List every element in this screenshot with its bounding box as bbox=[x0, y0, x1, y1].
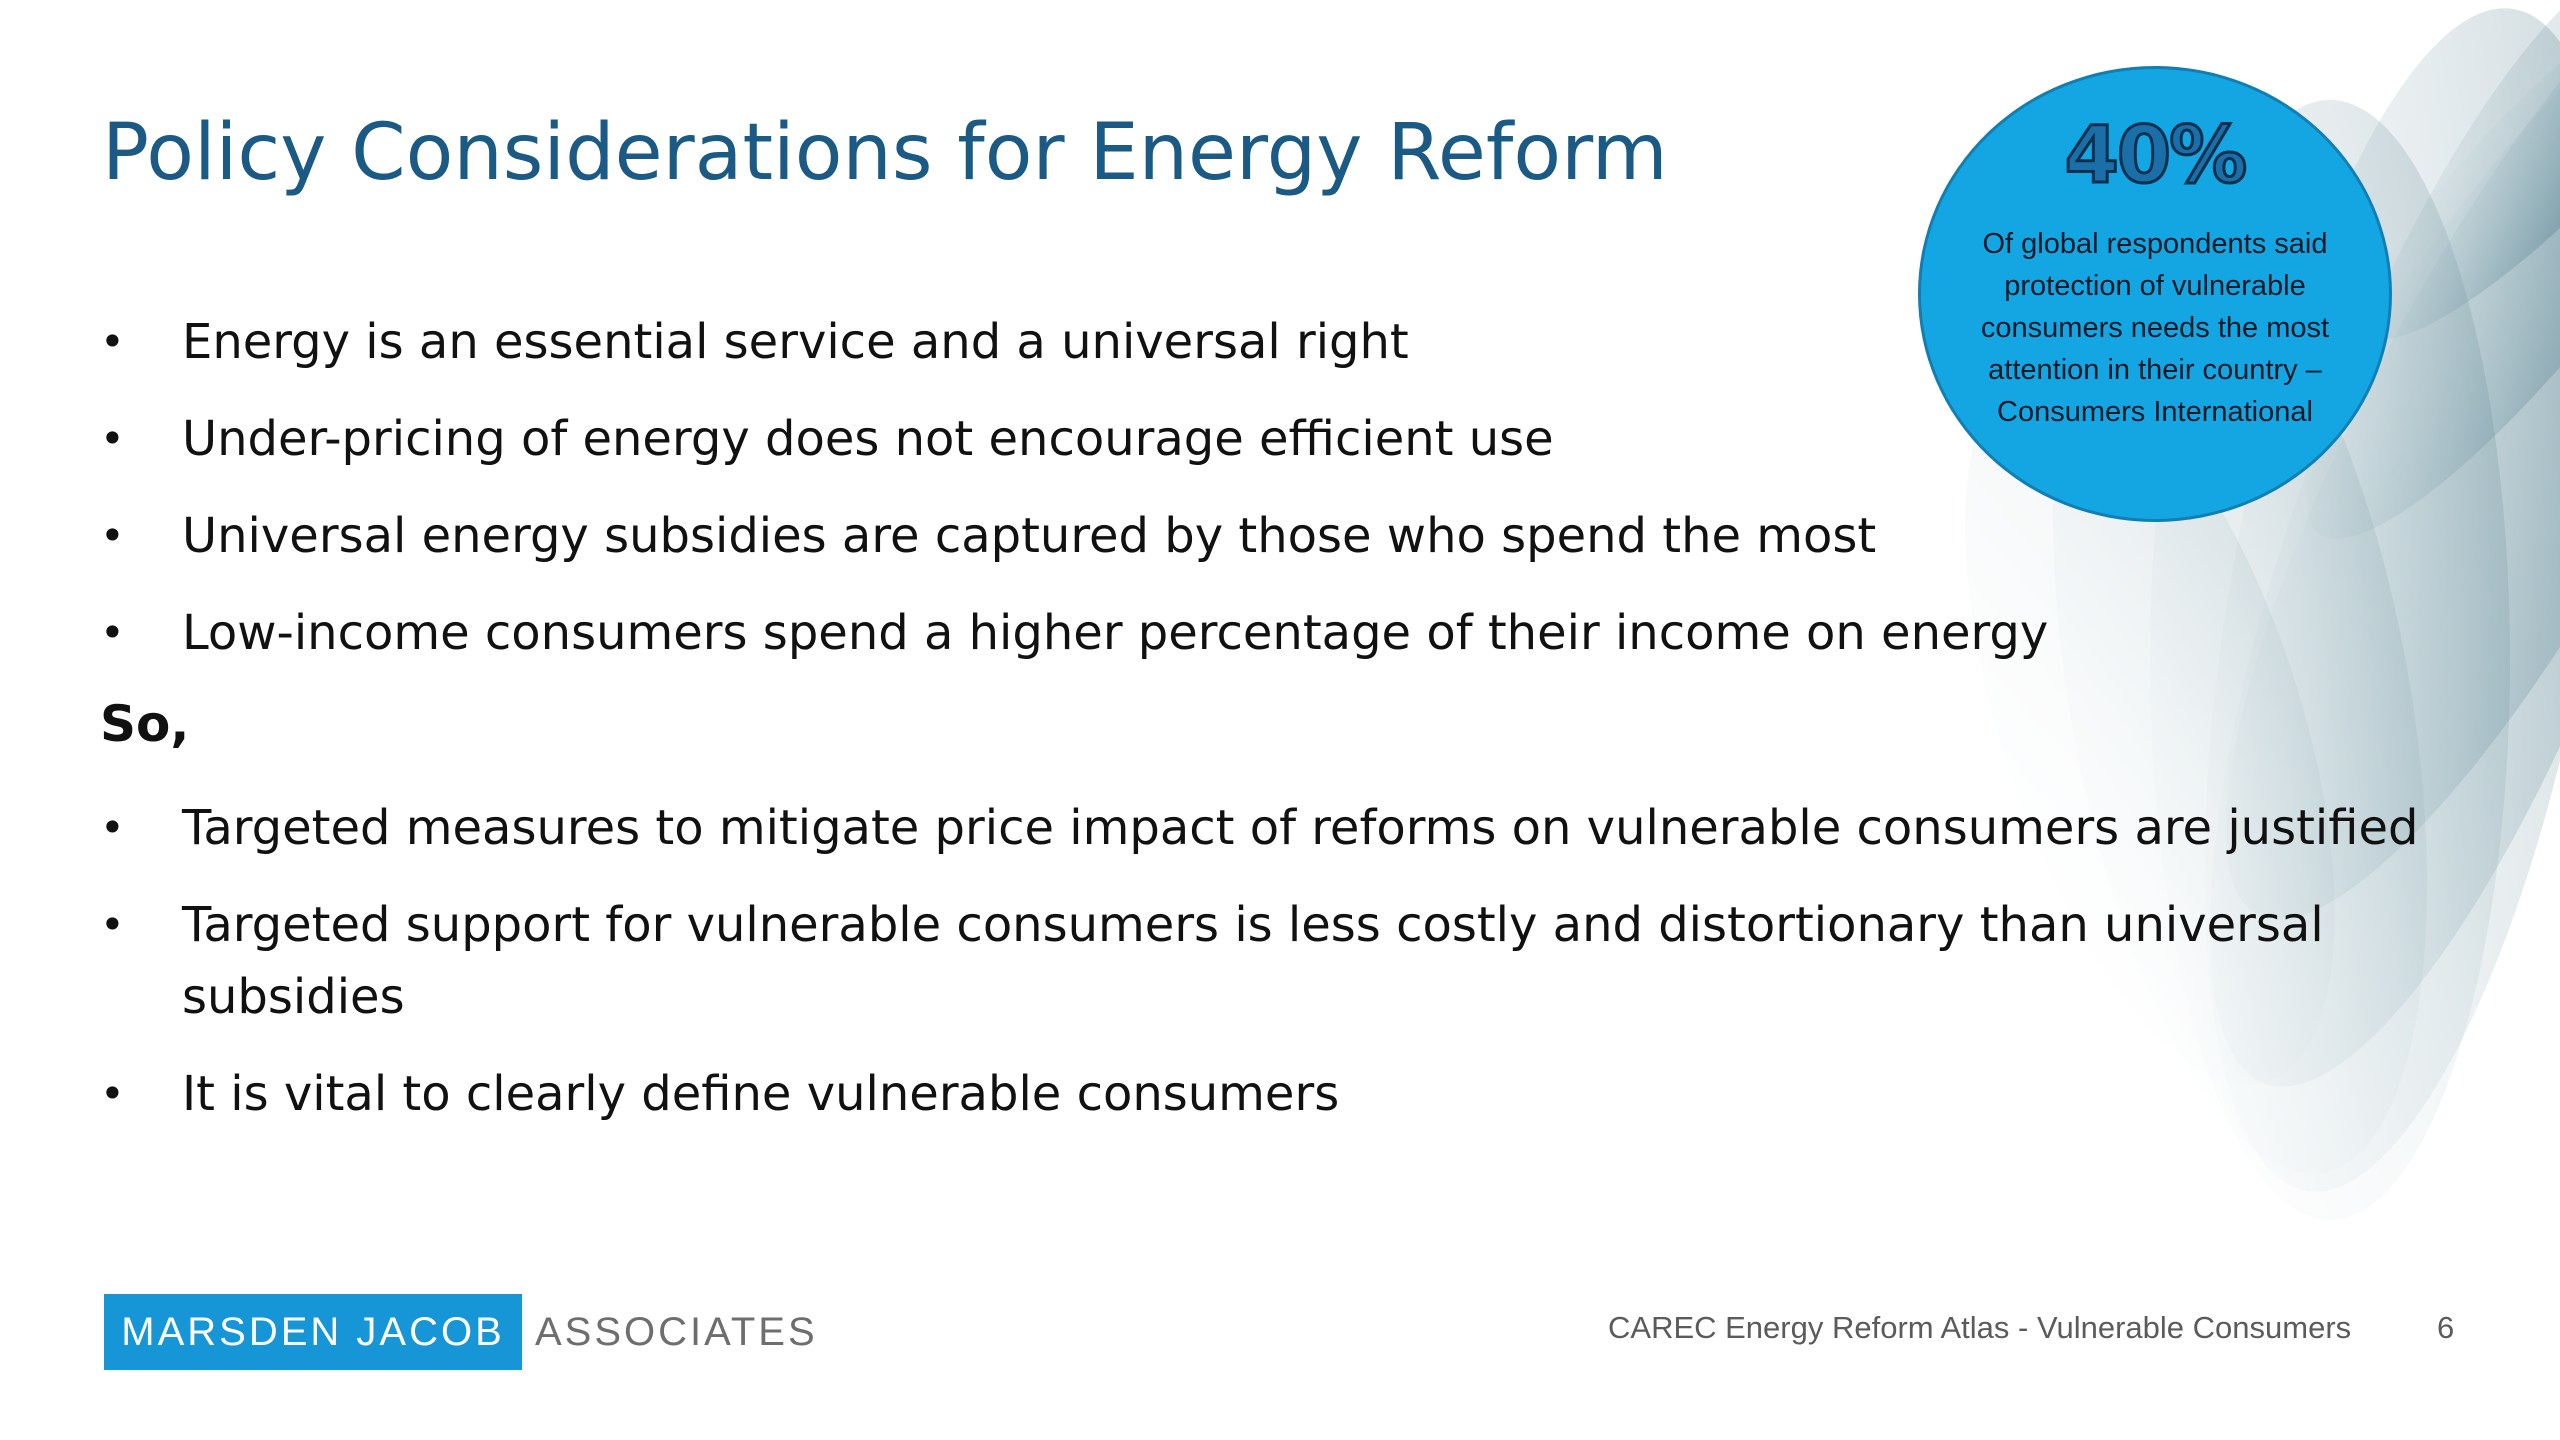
bullet-text: Targeted support for vulnerable consumer… bbox=[182, 897, 2324, 1025]
bullet-item: • It is vital to clearly define vulnerab… bbox=[98, 1058, 2498, 1130]
footer-caption: CAREC Energy Reform Atlas - Vulnerable C… bbox=[1608, 1310, 2352, 1345]
bullet-icon: • bbox=[100, 1069, 125, 1118]
bullet-list-conclusions: • Targeted measures to mitigate price im… bbox=[98, 792, 2498, 1155]
bullet-icon: • bbox=[100, 803, 125, 852]
bullet-icon: • bbox=[100, 608, 125, 657]
company-logo-primary: MARSDEN JACOB bbox=[104, 1294, 522, 1370]
bullet-item: • Targeted measures to mitigate price im… bbox=[98, 792, 2498, 864]
slide-title: Policy Considerations for Energy Reform bbox=[102, 108, 1668, 198]
bullet-icon: • bbox=[100, 414, 125, 463]
transition-label: So, bbox=[100, 695, 190, 753]
bullet-item: • Energy is an essential service and a u… bbox=[98, 306, 2498, 378]
bullet-icon: • bbox=[100, 900, 125, 949]
statistic-caption: Of global respondents said protection of… bbox=[1980, 228, 2330, 428]
company-logo-secondary: ASSOCIATES bbox=[535, 1310, 818, 1354]
bullet-text: Under-pricing of energy does not encoura… bbox=[182, 411, 1554, 467]
bullet-item: • Targeted support for vulnerable consum… bbox=[98, 889, 2498, 1033]
bullet-icon: • bbox=[100, 317, 125, 366]
statistic-value: 40% bbox=[2063, 110, 2249, 203]
bullet-icon: • bbox=[100, 511, 125, 560]
page-number: 6 bbox=[2437, 1310, 2455, 1345]
bullet-text: Universal energy subsidies are captured … bbox=[182, 508, 1877, 564]
bullet-item: • Universal energy subsidies are capture… bbox=[98, 500, 2498, 572]
bullet-text: Targeted measures to mitigate price impa… bbox=[182, 800, 2419, 856]
bullet-list-premises: • Energy is an essential service and a u… bbox=[98, 306, 2498, 694]
bullet-text: Low-income consumers spend a higher perc… bbox=[182, 605, 2049, 661]
bullet-item: • Low-income consumers spend a higher pe… bbox=[98, 597, 2498, 669]
bullet-text: Energy is an essential service and a uni… bbox=[182, 314, 1409, 370]
statistic-callout-circle: 40% Of global respondents said protectio… bbox=[1918, 66, 2392, 522]
bullet-item: • Under-pricing of energy does not encou… bbox=[98, 403, 2498, 475]
bullet-text: It is vital to clearly define vulnerable… bbox=[182, 1066, 1340, 1122]
